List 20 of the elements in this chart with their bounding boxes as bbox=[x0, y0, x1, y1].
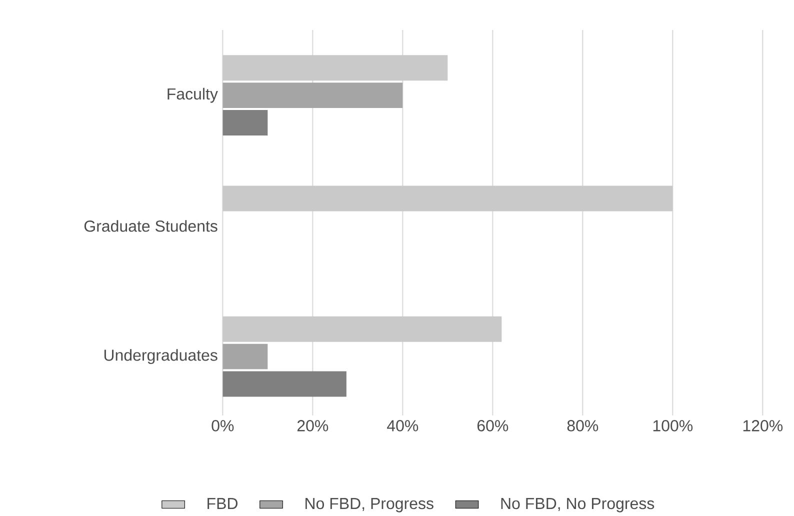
y-tick-label: Faculty bbox=[168, 88, 218, 103]
x-tick-label: 60% bbox=[477, 420, 508, 432]
x-tick-label: 40% bbox=[387, 420, 418, 432]
bar bbox=[222, 344, 268, 370]
bar bbox=[222, 186, 673, 212]
y-tick-label: Undergraduates bbox=[104, 348, 218, 364]
bar bbox=[222, 316, 502, 342]
bar bbox=[222, 110, 268, 136]
bar bbox=[222, 54, 448, 80]
x-tick-label: 120% bbox=[743, 420, 783, 432]
y-tick-label: Graduate Students bbox=[84, 220, 218, 232]
x-tick-label: 0% bbox=[212, 420, 234, 432]
bar bbox=[222, 371, 346, 397]
legend-label: No FBD, No Progress bbox=[501, 498, 654, 512]
x-tick-label: 100% bbox=[653, 420, 693, 432]
legend-label: No FBD, Progress bbox=[306, 498, 434, 512]
x-tick-label: 80% bbox=[567, 420, 598, 432]
legend-label: FBD bbox=[208, 498, 238, 509]
bar bbox=[222, 82, 403, 108]
x-tick-label: 20% bbox=[297, 420, 328, 432]
